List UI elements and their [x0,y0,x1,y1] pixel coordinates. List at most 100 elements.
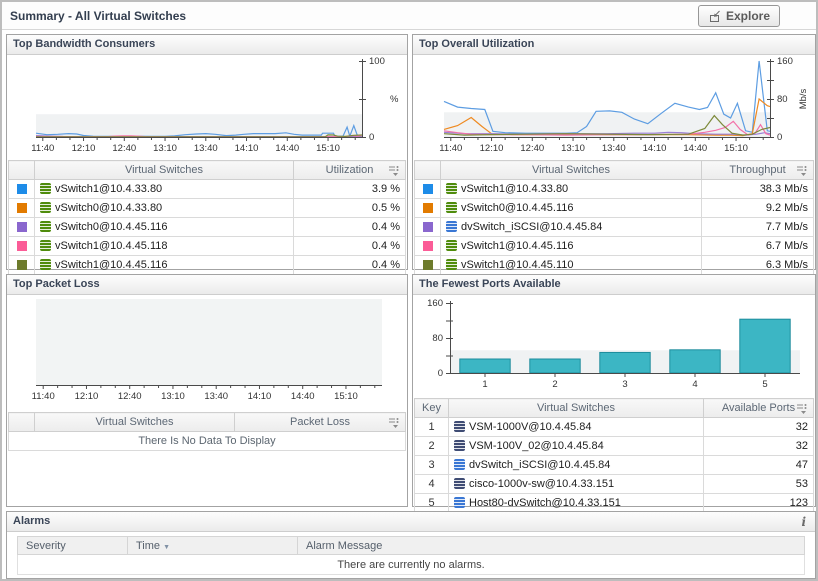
switch-name[interactable]: vSwitch0@10.4.45.116 [55,221,168,233]
panel-title: Top Overall Utilization [413,35,815,55]
entity-cell[interactable]: vSwitch1@10.4.45.116 [34,255,294,275]
header-bar: Summary - All Virtual Switches Explore [2,2,816,30]
switch-name[interactable]: vSwitch1@10.4.45.116 [55,259,168,271]
swatch-column-header [8,160,35,180]
swatch-cell [414,179,441,199]
swatch-cell [8,179,35,199]
switch-name[interactable]: vSwitch1@10.4.33.80 [461,183,569,195]
info-icon[interactable]: i [801,515,806,529]
alarm-message-column-header[interactable]: Alarm Message [297,536,805,555]
table-row[interactable]: dvSwitch_iSCSI@10.4.45.84 7.7 Mb/s [414,217,814,237]
entity-cell[interactable]: vSwitch1@10.4.45.116 [440,236,702,256]
entity-cell[interactable]: dvSwitch_iSCSI@10.4.45.84 [440,217,702,237]
available-ports-column-header[interactable]: Available Ports [703,398,814,418]
switch-name[interactable]: vSwitch0@10.4.45.116 [461,202,574,214]
value-cell: 53 [703,474,814,494]
switch-name[interactable]: vSwitch1@10.4.45.110 [461,259,574,271]
packet-loss-chart[interactable]: 11:40 12:10 12:40 13:10 13:40 14:10 14:40 15:10 [8,295,407,412]
utilization-chart[interactable]: 11:40 12:10 12:40 13:10 13:40 14:10 14:40 15:10… [414,55,815,160]
switch-name[interactable]: Host80-dvSwitch@10.4.33.151 [469,497,621,509]
table-customizer-icon[interactable] [388,417,402,429]
value-cell: 123 [703,493,814,513]
entity-cell[interactable]: dvSwitch_iSCSI@10.4.45.84 [448,455,704,475]
svg-text:12:10: 12:10 [480,143,504,154]
svg-text:0: 0 [777,132,782,143]
table-row[interactable]: vSwitch1@10.4.33.80 38.3 Mb/s [414,179,814,199]
virtual-switches-column-header[interactable]: Virtual Switches [34,160,294,180]
svg-text:13:10: 13:10 [153,143,177,154]
vswitch-icon [40,221,51,232]
table-row[interactable]: vSwitch1@10.4.45.118 0.4 % [8,236,406,256]
table-row[interactable]: vSwitch0@10.4.45.116 9.2 Mb/s [414,198,814,218]
table-customizer-icon[interactable] [388,165,402,177]
table-row[interactable]: vSwitch1@10.4.45.116 6.7 Mb/s [414,236,814,256]
vswitch-icon [446,183,457,194]
entity-cell[interactable]: Host80-dvSwitch@10.4.33.151 [448,493,704,513]
table-row[interactable]: vSwitch1@10.4.45.110 6.3 Mb/s [414,255,814,275]
switch-name[interactable]: cisco-1000v-sw@10.4.33.151 [469,478,615,490]
entity-cell[interactable]: cisco-1000v-sw@10.4.33.151 [448,474,704,494]
bandwidth-chart[interactable]: 11:40 12:10 12:40 13:10 13:40 14:10 14:40 15:10… [8,55,407,160]
utilization-table: Virtual Switches Throughput vSwitch1@10.… [414,160,814,275]
svg-text:11:40: 11:40 [31,143,54,154]
entity-cell[interactable]: vSwitch0@10.4.33.80 [34,198,294,218]
table-row[interactable]: 4 cisco-1000v-sw@10.4.33.151 53 [414,474,814,494]
throughput-column-header[interactable]: Throughput [701,160,814,180]
entity-cell[interactable]: VSM-1000V@10.4.45.84 [448,417,704,437]
value-cell: 0.5 % [293,198,406,218]
table-row[interactable]: 3 dvSwitch_iSCSI@10.4.45.84 47 [414,455,814,475]
svg-text:12:40: 12:40 [118,391,142,402]
entity-cell[interactable]: VSM-100V_02@10.4.45.84 [448,436,704,456]
table-row[interactable]: vSwitch1@10.4.45.116 0.4 % [8,255,406,275]
entity-cell[interactable]: vSwitch1@10.4.33.80 [440,179,702,199]
vsm-icon [454,440,465,451]
severity-column-header[interactable]: Severity [17,536,128,555]
switch-name[interactable]: vSwitch1@10.4.45.118 [55,240,168,252]
available-ports-chart[interactable]: 1 2 3 4 5 0 80 160 [414,295,815,398]
switch-name[interactable]: dvSwitch_iSCSI@10.4.45.84 [469,459,611,471]
entity-cell[interactable]: vSwitch0@10.4.45.116 [440,198,702,218]
virtual-switches-column-header[interactable]: Virtual Switches [448,398,704,418]
switch-name[interactable]: vSwitch1@10.4.33.80 [55,183,163,195]
vsm-icon [454,478,465,489]
switch-name[interactable]: VSM-1000V@10.4.45.84 [469,421,592,433]
virtual-switches-column-header[interactable]: Virtual Switches [34,412,235,432]
svg-text:160: 160 [777,56,793,67]
vswitch-icon [40,183,51,194]
packet-loss-column-header[interactable]: Packet Loss [234,412,406,432]
entity-cell[interactable]: vSwitch1@10.4.33.80 [34,179,294,199]
entity-cell[interactable]: vSwitch1@10.4.45.118 [34,236,294,256]
switch-name[interactable]: dvSwitch_iSCSI@10.4.45.84 [461,221,603,233]
swatch-cell [414,255,441,275]
switch-name[interactable]: VSM-100V_02@10.4.45.84 [469,440,604,452]
explore-button[interactable]: Explore [697,5,780,27]
table-customizer-icon[interactable] [796,165,810,177]
svg-text:160: 160 [427,298,443,309]
table-row[interactable]: vSwitch0@10.4.33.80 0.5 % [8,198,406,218]
value-cell: 47 [703,455,814,475]
series-color-swatch [422,184,433,195]
key-column-header[interactable]: Key [414,398,449,418]
svg-text:80: 80 [432,333,443,344]
series-color-swatch [16,203,27,214]
value-cell: 0.4 % [293,217,406,237]
series-color-swatch [16,222,27,233]
series-color-swatch [422,260,433,271]
table-row[interactable]: 5 Host80-dvSwitch@10.4.33.151 123 [414,493,814,513]
virtual-switches-column-header[interactable]: Virtual Switches [440,160,702,180]
switch-name[interactable]: vSwitch0@10.4.33.80 [55,202,163,214]
entity-cell[interactable]: vSwitch1@10.4.45.110 [440,255,702,275]
swatch-cell [8,236,35,256]
table-row[interactable]: 2 VSM-100V_02@10.4.45.84 32 [414,436,814,456]
swatch-column-header [414,160,441,180]
entity-cell[interactable]: vSwitch0@10.4.45.116 [34,217,294,237]
series-color-swatch [16,260,27,271]
switch-name[interactable]: vSwitch1@10.4.45.116 [461,240,574,252]
vswitch-icon [446,259,457,270]
table-row[interactable]: vSwitch0@10.4.45.116 0.4 % [8,217,406,237]
table-row[interactable]: 1 VSM-1000V@10.4.45.84 32 [414,417,814,437]
table-row[interactable]: vSwitch1@10.4.33.80 3.9 % [8,179,406,199]
utilization-column-header[interactable]: Utilization [293,160,406,180]
time-column-header[interactable]: Time ▼ [127,536,298,555]
table-customizer-icon[interactable] [796,403,810,415]
